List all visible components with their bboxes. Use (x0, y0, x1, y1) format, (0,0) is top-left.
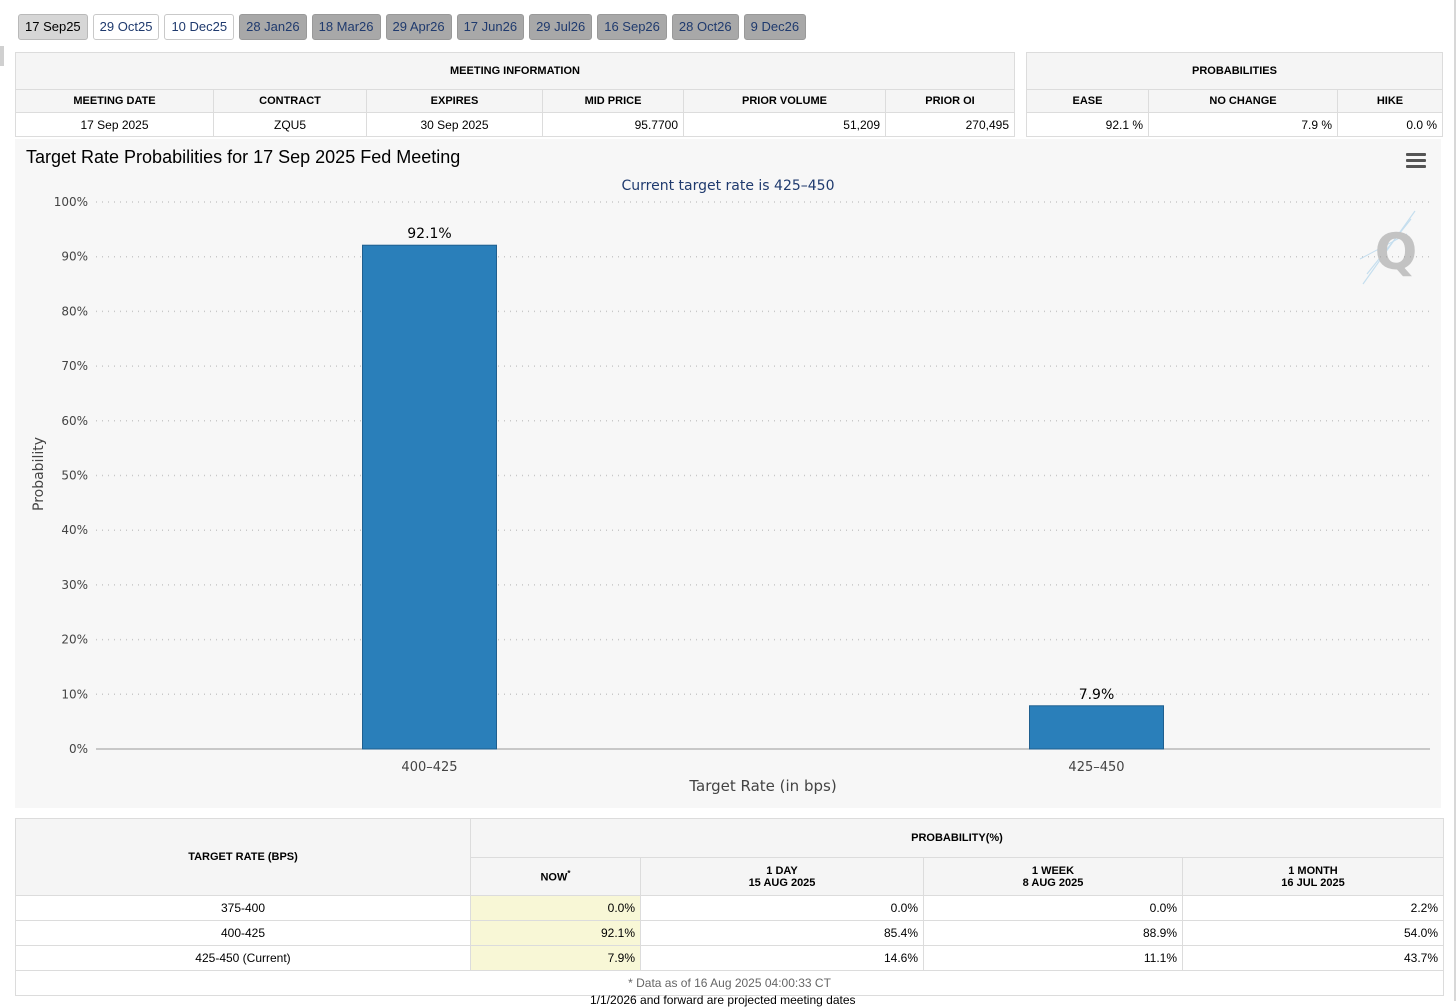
col-mid-price: MID PRICE (542, 89, 684, 113)
rate-cell: 400-425 (16, 920, 471, 946)
probabilities-title: PROBABILITIES (1027, 53, 1442, 90)
meeting-date-value: 17 Sep 2025 (16, 112, 214, 136)
prior-oi-value: 270,495 (965, 117, 1009, 132)
col-1-day: 1 DAY 15 AUG 2025 (640, 857, 924, 896)
table-row: 425-450 (Current) 7.9% 14.6% 11.1% 43.7% (16, 945, 1443, 971)
meeting-info-title: MEETING INFORMATION (16, 53, 1014, 90)
y-tick-label: 70% (61, 359, 88, 373)
y-tick-label: 0% (69, 742, 88, 756)
y-tick-label: 80% (61, 304, 88, 318)
day-cell: 85.4% (640, 920, 924, 946)
day-cell: 14.6% (640, 945, 924, 971)
chart-subtitle: Current target rate is 425–450 (621, 178, 834, 194)
tab-29-oct25[interactable]: 29 Oct25 (92, 14, 160, 40)
y-tick-label: 40% (61, 523, 88, 537)
ease-value: 92.1 % (1027, 112, 1149, 136)
tab-28-oct26[interactable]: 28 Oct26 (671, 14, 739, 40)
rate-cell: 425-450 (Current) (16, 945, 471, 971)
col-1-day-label: 1 DAY (766, 864, 798, 877)
x-tick-label: 400–425 (401, 760, 457, 775)
col-1-week-date: 8 AUG 2025 (1022, 876, 1084, 889)
data-label: 92.1% (407, 226, 451, 242)
tab-17-jun26[interactable]: 17 Jun26 (456, 14, 525, 40)
x-tick-label: 425–450 (1068, 760, 1124, 775)
y-tick-label: 60% (61, 414, 88, 428)
rate-cell: 375-400 (16, 895, 471, 921)
col-1-week-label: 1 WEEK (1031, 864, 1075, 877)
meeting-info-table: MEETING INFORMATION MEETING DATE CONTRAC… (15, 52, 1015, 137)
y-tick-label: 30% (61, 578, 88, 592)
data-label: 7.9% (1079, 687, 1115, 703)
y-axis-label: Probability (31, 437, 47, 511)
now-mark: * (567, 869, 571, 879)
now-cell: 7.9% (470, 945, 641, 971)
expires-value: 30 Sep 2025 (366, 112, 543, 136)
col-prior-volume: PRIOR VOLUME (683, 89, 886, 113)
col-prior-oi: PRIOR OI (885, 89, 1014, 113)
chart-panel: Target Rate Probabilities for 17 Sep 202… (15, 139, 1441, 808)
tab-17-sep25[interactable]: 17 Sep25 (18, 14, 88, 40)
month-cell: 54.0% (1182, 920, 1443, 946)
table-row: 400-425 92.1% 85.4% 88.9% 54.0% (16, 920, 1443, 946)
tab-29-apr26[interactable]: 29 Apr26 (385, 14, 452, 40)
col-1-month-label: 1 MONTH (1288, 864, 1338, 877)
col-1-day-date: 15 AUG 2025 (748, 876, 816, 889)
mid-price-value: 95.7700 (542, 112, 684, 136)
y-tick-label: 10% (61, 687, 88, 701)
month-cell: 43.7% (1182, 945, 1443, 971)
tab-16-sep26[interactable]: 16 Sep26 (597, 14, 667, 40)
col-1-month-date: 16 JUL 2025 (1281, 876, 1345, 889)
col-hike: HIKE (1337, 89, 1442, 113)
quikstrike-logo: Q (1359, 210, 1418, 285)
x-axis-label: Target Rate (in bps) (688, 777, 836, 795)
now-label: NOW (540, 871, 568, 884)
meeting-date-tabs: 17 Sep25 29 Oct25 10 Dec25 28 Jan26 18 M… (18, 14, 807, 40)
chart-title: Target Rate Probabilities for 17 Sep 202… (26, 147, 461, 167)
week-cell: 88.9% (923, 920, 1183, 946)
tab-9-dec26[interactable]: 9 Dec26 (743, 14, 807, 40)
col-contract: CONTRACT (213, 89, 367, 113)
week-cell: 0.0% (923, 895, 1183, 921)
col-meeting-date: MEETING DATE (16, 89, 214, 113)
prior-volume-value: 51,209 (683, 112, 886, 136)
col-expires: EXPIRES (366, 89, 543, 113)
col-now: NOW* (470, 857, 641, 896)
now-cell: 92.1% (470, 920, 641, 946)
hike-value: 0.0 % (1406, 117, 1437, 132)
no-change-value: 7.9 % (1148, 112, 1338, 136)
tab-18-mar26[interactable]: 18 Mar26 (311, 14, 381, 40)
probability-history-table: TARGET RATE (BPS) PROBABILITY(%) NOW* 1 … (15, 818, 1444, 996)
day-cell: 0.0% (640, 895, 924, 921)
bar[interactable] (362, 244, 497, 750)
y-tick-label: 90% (61, 250, 88, 264)
y-tick-label: 20% (61, 633, 88, 647)
col-probability: PROBABILITY(%) (470, 819, 1443, 858)
col-ease: EASE (1027, 89, 1149, 113)
tab-28-jan26[interactable]: 28 Jan26 (239, 14, 307, 40)
col-1-week: 1 WEEK 8 AUG 2025 (923, 857, 1183, 896)
probabilities-table: PROBABILITIES EASE NO CHANGE HIKE 92.1 %… (1026, 52, 1443, 137)
bar[interactable] (1029, 705, 1164, 750)
tab-10-dec25[interactable]: 10 Dec25 (164, 14, 235, 40)
now-cell: 0.0% (470, 895, 641, 921)
data-timestamp-note: * Data as of 16 Aug 2025 04:00:33 CT (628, 976, 831, 990)
week-cell: 11.1% (923, 945, 1183, 971)
projected-dates-note: 1/1/2026 and forward are projected meeti… (590, 993, 856, 1007)
svg-text:Q: Q (1375, 223, 1418, 281)
scrollbar-track[interactable] (1454, 0, 1456, 1001)
month-cell: 2.2% (1182, 895, 1443, 921)
col-1-month: 1 MONTH 16 JUL 2025 (1182, 857, 1443, 896)
y-tick-label: 100% (54, 195, 88, 209)
table-row: 375-400 0.0% 0.0% 0.0% 2.2% (16, 895, 1443, 921)
col-target-rate: TARGET RATE (BPS) (16, 819, 471, 896)
y-tick-label: 50% (61, 469, 88, 483)
contract-value: ZQU5 (213, 112, 367, 136)
hamburger-icon[interactable] (1406, 153, 1426, 169)
col-no-change: NO CHANGE (1148, 89, 1338, 113)
left-panel-handle[interactable] (0, 46, 4, 66)
bar-chart: Current target rate is 425–450 0% 10% 20% 3… (31, 178, 1430, 795)
tab-29-jul26[interactable]: 29 Jul26 (529, 14, 593, 40)
